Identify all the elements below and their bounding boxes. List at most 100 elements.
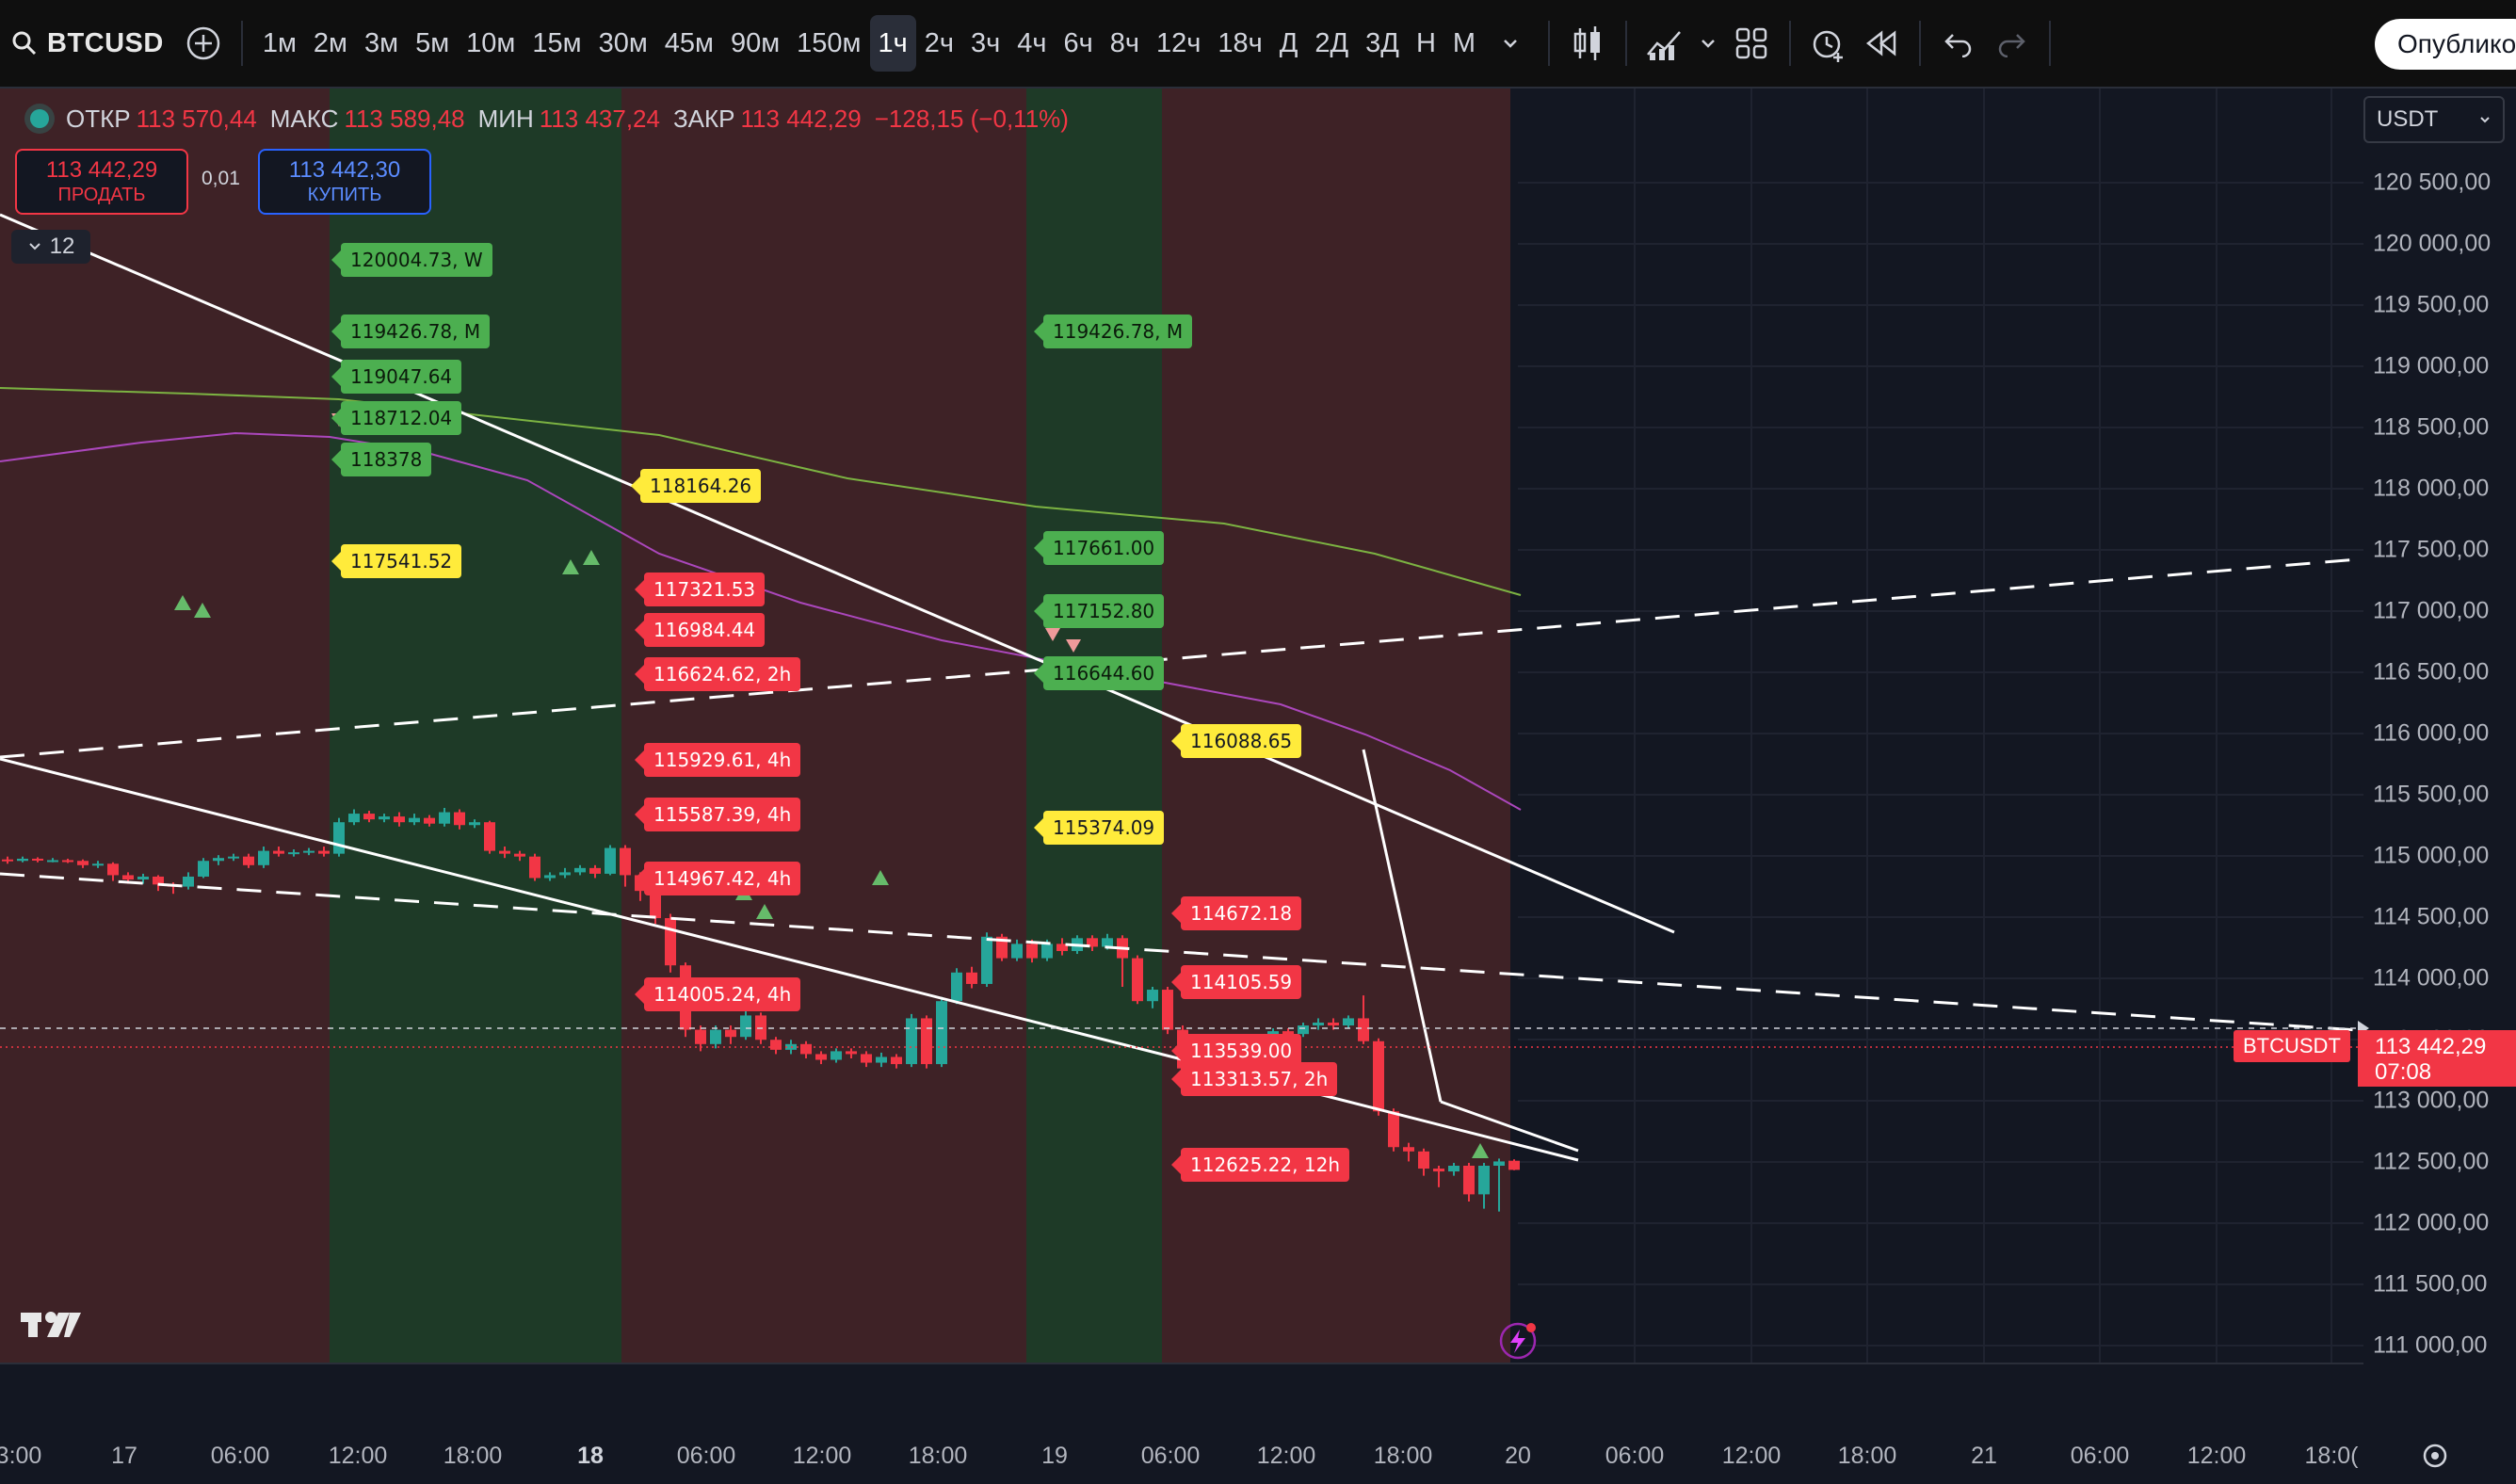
candle-body xyxy=(650,891,661,919)
redo-icon xyxy=(1998,34,2025,57)
candle xyxy=(1147,987,1158,1008)
candle-body xyxy=(966,972,977,984)
candle xyxy=(333,817,345,857)
candle-body xyxy=(815,1054,827,1060)
candle xyxy=(620,845,631,887)
candle-body xyxy=(17,858,28,862)
interval-17[interactable]: 18ч xyxy=(1218,27,1263,58)
level-label: 117152.80 xyxy=(1033,594,1165,628)
search-icon xyxy=(12,31,37,56)
replay-button[interactable] xyxy=(1855,15,1908,72)
lightning-alert-icon[interactable] xyxy=(1499,1322,1537,1360)
interval-2[interactable]: 3м xyxy=(364,27,399,58)
indicators-button[interactable] xyxy=(1638,15,1691,72)
candle xyxy=(574,864,586,876)
interval-0[interactable]: 1м xyxy=(262,27,297,58)
candle xyxy=(800,1040,812,1058)
candle-body xyxy=(921,1018,932,1065)
candle xyxy=(439,808,450,827)
interval-21[interactable]: Н xyxy=(1415,27,1436,58)
trendline-drop xyxy=(1362,749,1443,1103)
market-status-dot[interactable] xyxy=(30,109,49,128)
interval-9[interactable]: 150м xyxy=(797,27,862,58)
candle-body xyxy=(198,861,209,877)
candle-body xyxy=(348,814,360,823)
symbol-search[interactable]: BTCUSD xyxy=(0,0,177,87)
candle xyxy=(605,845,616,876)
undo-button[interactable] xyxy=(1932,15,1985,72)
price-tick: 114 500,00 xyxy=(2373,903,2490,930)
candle-body xyxy=(1478,1166,1490,1195)
interval-dropdown[interactable] xyxy=(1484,15,1537,72)
interval-4[interactable]: 10м xyxy=(466,27,516,58)
interval-8[interactable]: 90м xyxy=(730,27,781,58)
candle-body xyxy=(906,1018,917,1065)
candle-body xyxy=(559,872,571,876)
candle xyxy=(891,1054,902,1069)
interval-20[interactable]: 3Д xyxy=(1365,27,1399,58)
buy-button[interactable]: 113 442,30 КУПИТЬ xyxy=(258,149,431,215)
sell-button[interactable]: 113 442,29 ПРОДАТЬ xyxy=(15,149,188,215)
interval-15[interactable]: 8ч xyxy=(1109,27,1139,58)
candle-body xyxy=(1056,944,1068,951)
sell-signal-triangle xyxy=(1066,639,1081,653)
chart-type-button[interactable] xyxy=(1561,15,1614,72)
candle xyxy=(213,855,224,865)
candle-body xyxy=(1463,1166,1475,1195)
interval-19[interactable]: 2Д xyxy=(1314,27,1349,58)
interval-11[interactable]: 2ч xyxy=(924,27,954,58)
interval-22[interactable]: М xyxy=(1452,27,1476,58)
candle-body xyxy=(137,876,149,879)
interval-6[interactable]: 30м xyxy=(598,27,648,58)
interval-3[interactable]: 5м xyxy=(415,27,450,58)
candle-body xyxy=(273,850,284,854)
publish-button[interactable]: Опублико xyxy=(2375,19,2516,70)
candle xyxy=(740,1010,751,1040)
settings-gear-icon[interactable] xyxy=(2423,1444,2447,1468)
layout-button[interactable] xyxy=(1725,15,1778,72)
spread-value: 0,01 xyxy=(202,168,240,189)
redo-button[interactable] xyxy=(1985,15,2038,72)
low-value: 113 437,24 xyxy=(539,104,660,133)
sell-price: 113 442,29 xyxy=(45,157,158,183)
buy-signal-triangle xyxy=(1472,1143,1489,1158)
candle xyxy=(665,913,676,973)
interval-1[interactable]: 2м xyxy=(313,27,347,58)
candle xyxy=(951,968,962,1005)
interval-7[interactable]: 45м xyxy=(664,27,714,58)
interval-10[interactable]: 1ч xyxy=(869,15,916,72)
time-tick: 12:00 xyxy=(792,1443,852,1469)
price-tick: 112 000,00 xyxy=(2373,1209,2490,1236)
time-tick: 20 xyxy=(1505,1443,1531,1469)
buy-label: КУПИТЬ xyxy=(307,185,382,205)
candle xyxy=(981,932,992,987)
indicators-collapse-button[interactable]: 12 xyxy=(11,230,90,264)
interval-12[interactable]: 3ч xyxy=(971,27,1001,58)
candle-body xyxy=(1026,944,1038,959)
interval-13[interactable]: 4ч xyxy=(1017,27,1047,58)
indicators-dropdown[interactable] xyxy=(1691,15,1725,72)
interval-16[interactable]: 12ч xyxy=(1156,27,1202,58)
interval-14[interactable]: 6ч xyxy=(1063,27,1093,58)
time-tick: 18:00 xyxy=(908,1443,968,1469)
candle xyxy=(1313,1018,1324,1030)
currency-select[interactable]: USDT xyxy=(2363,96,2505,143)
alert-button[interactable] xyxy=(1802,15,1855,72)
candle xyxy=(2,856,13,864)
buy-signal-triangle xyxy=(872,870,889,885)
compare-button[interactable] xyxy=(177,15,230,72)
candle-body xyxy=(228,856,239,859)
symbol-name: BTCUSD xyxy=(47,27,164,58)
interval-5[interactable]: 15м xyxy=(532,27,582,58)
last-price-value: 113 442,29 xyxy=(2375,1034,2487,1059)
time-tick: 06:00 xyxy=(210,1443,270,1469)
candle xyxy=(454,809,465,830)
chevron-down-icon xyxy=(1504,40,1517,48)
candle-body xyxy=(363,814,375,820)
candle xyxy=(1132,955,1143,1005)
time-tick: 06:00 xyxy=(2070,1443,2130,1469)
candle xyxy=(484,820,495,854)
symbol-price-tag: BTCUSDT xyxy=(2234,1030,2350,1062)
price-chart[interactable] xyxy=(0,89,2516,1484)
interval-18[interactable]: Д xyxy=(1279,27,1298,58)
